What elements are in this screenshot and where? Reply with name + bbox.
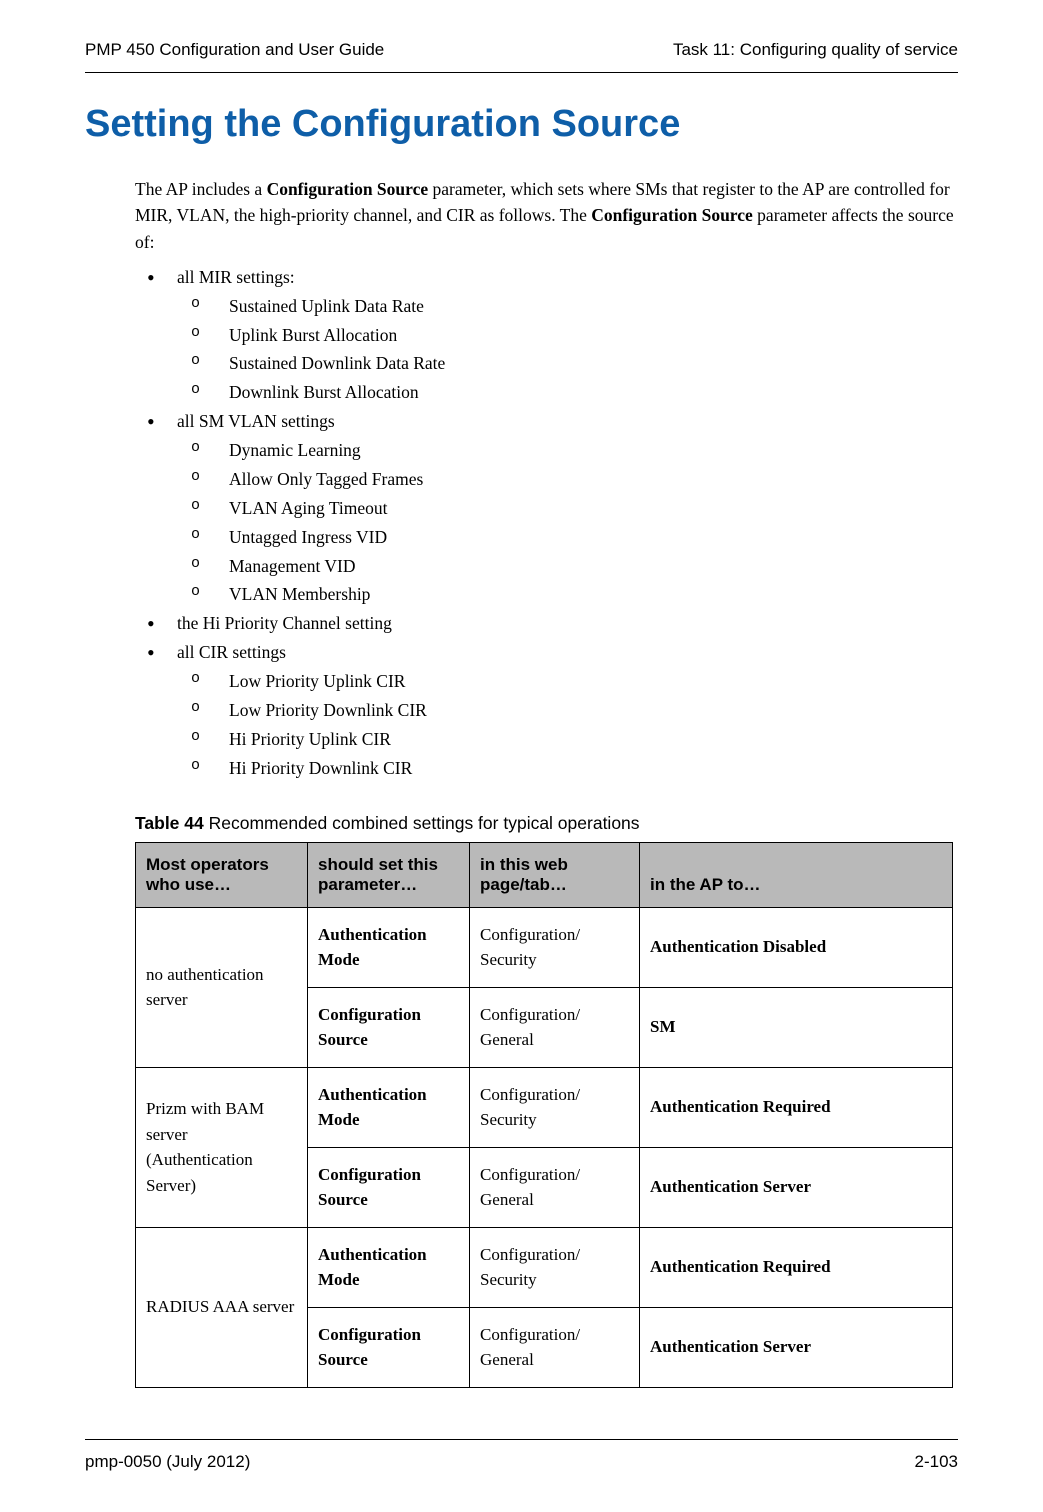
table-header: Most operators who use… xyxy=(136,842,308,907)
table-cell: Configuration/Security xyxy=(470,1227,640,1307)
footer-left: pmp-0050 (July 2012) xyxy=(85,1452,250,1472)
header-right: Task 11: Configuring quality of service xyxy=(673,40,958,60)
sub-item: Hi Priority Uplink CIR xyxy=(177,725,958,754)
table-cell: Configuration/General xyxy=(470,987,640,1067)
table-row: RADIUS AAA server Authentication Mode Co… xyxy=(136,1227,953,1307)
sub-item: Allow Only Tagged Frames xyxy=(177,465,958,494)
table-cell: RADIUS AAA server xyxy=(136,1227,308,1387)
table-cell: Authentication Mode xyxy=(308,1067,470,1147)
table-caption-rest: Recommended combined settings for typica… xyxy=(204,813,640,833)
table-cell: Configuration/Security xyxy=(470,907,640,987)
page-header: PMP 450 Configuration and User Guide Tas… xyxy=(85,40,958,73)
page-title: Setting the Configuration Source xyxy=(85,103,958,146)
table-cell: Configuration/General xyxy=(470,1307,640,1387)
table-cell: Configuration Source xyxy=(308,1307,470,1387)
table-cell: Authentication Server xyxy=(640,1307,953,1387)
table-row: no authentication server Authentication … xyxy=(136,907,953,987)
sub-list: Low Priority Uplink CIR Low Priority Dow… xyxy=(177,667,958,783)
sub-item: Sustained Uplink Data Rate xyxy=(177,292,958,321)
sub-item: Hi Priority Downlink CIR xyxy=(177,754,958,783)
table-cell: Authentication Required xyxy=(640,1227,953,1307)
settings-table: Most operators who use… should set this … xyxy=(135,842,953,1388)
page-footer: pmp-0050 (July 2012) 2-103 xyxy=(85,1439,958,1472)
list-item: all MIR settings: Sustained Uplink Data … xyxy=(135,263,958,407)
table-caption: Table 44 Recommended combined settings f… xyxy=(135,813,958,834)
sub-item: Uplink Burst Allocation xyxy=(177,321,958,350)
table-header-row: Most operators who use… should set this … xyxy=(136,842,953,907)
list-item: the Hi Priority Channel setting xyxy=(135,609,958,638)
sub-item: Low Priority Downlink CIR xyxy=(177,696,958,725)
table-cell: Configuration/General xyxy=(470,1147,640,1227)
list-text: all MIR settings: xyxy=(177,267,295,287)
intro-prefix: The AP includes a xyxy=(135,179,267,199)
list-item: all CIR settings Low Priority Uplink CIR… xyxy=(135,638,958,782)
table-header: should set this parameter… xyxy=(308,842,470,907)
intro-paragraph: The AP includes a Configuration Source p… xyxy=(135,176,958,255)
header-left: PMP 450 Configuration and User Guide xyxy=(85,40,384,60)
table-cell: Authentication Server xyxy=(640,1147,953,1227)
sub-list: Sustained Uplink Data Rate Uplink Burst … xyxy=(177,292,958,408)
list-text: all CIR settings xyxy=(177,642,286,662)
list-item: all SM VLAN settings Dynamic Learning Al… xyxy=(135,407,958,609)
table-caption-bold: Table 44 xyxy=(135,813,204,833)
sub-item: Downlink Burst Allocation xyxy=(177,378,958,407)
sub-item: Untagged Ingress VID xyxy=(177,523,958,552)
sub-item: VLAN Aging Timeout xyxy=(177,494,958,523)
table-header: in this web page/tab… xyxy=(470,842,640,907)
main-list: all MIR settings: Sustained Uplink Data … xyxy=(135,263,958,783)
table-cell: Configuration Source xyxy=(308,1147,470,1227)
table-cell: Authentication Mode xyxy=(308,907,470,987)
sub-item: Sustained Downlink Data Rate xyxy=(177,349,958,378)
table-row: Prizm with BAM server (Authentication Se… xyxy=(136,1067,953,1147)
intro-bold2: Configuration Source xyxy=(591,205,753,225)
table-header: in the AP to… xyxy=(640,842,953,907)
footer-right: 2-103 xyxy=(915,1452,958,1472)
table-cell: Prizm with BAM server (Authentication Se… xyxy=(136,1067,308,1227)
list-text: all SM VLAN settings xyxy=(177,411,335,431)
table-cell: SM xyxy=(640,987,953,1067)
sub-item: Low Priority Uplink CIR xyxy=(177,667,958,696)
sub-item: Dynamic Learning xyxy=(177,436,958,465)
intro-bold1: Configuration Source xyxy=(267,179,429,199)
table-cell: Authentication Required xyxy=(640,1067,953,1147)
table-cell: Configuration/Security xyxy=(470,1067,640,1147)
sub-list: Dynamic Learning Allow Only Tagged Frame… xyxy=(177,436,958,609)
table-cell: Authentication Disabled xyxy=(640,907,953,987)
sub-item: VLAN Membership xyxy=(177,580,958,609)
table-cell: Configuration Source xyxy=(308,987,470,1067)
table-cell: no authentication server xyxy=(136,907,308,1067)
table-cell: Authentication Mode xyxy=(308,1227,470,1307)
sub-item: Management VID xyxy=(177,552,958,581)
